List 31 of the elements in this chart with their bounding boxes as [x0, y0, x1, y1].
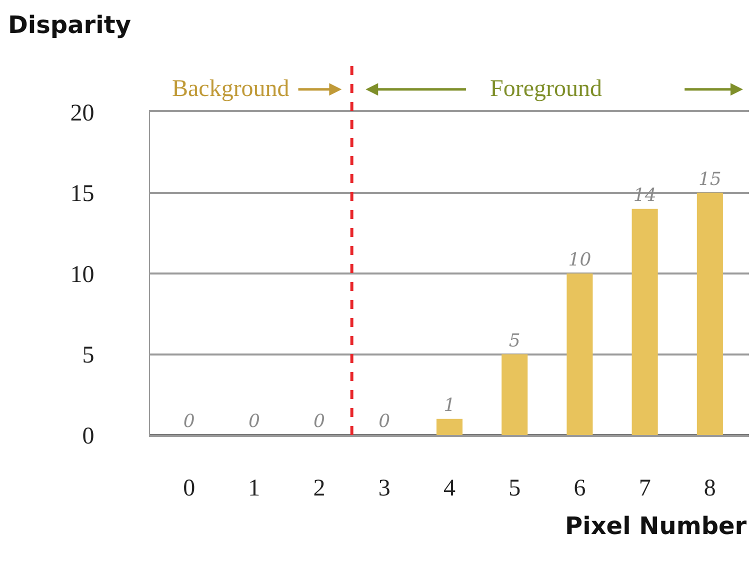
bar	[566, 274, 593, 435]
data-label: 0	[314, 411, 326, 432]
x-tick-label: 5	[508, 476, 521, 502]
y-tick-label: 10	[70, 262, 94, 288]
x-tick-label: 8	[704, 476, 716, 502]
data-label: 5	[508, 330, 520, 352]
y-tick-label: 0	[82, 423, 94, 450]
y-axis-title: Disparity	[8, 11, 132, 39]
y-tick-label: 5	[82, 342, 94, 369]
x-tick-label: 2	[313, 476, 326, 502]
bar	[436, 418, 463, 435]
data-label: 15	[698, 168, 722, 190]
data-label: 0	[248, 411, 260, 432]
x-tick-label: 3	[378, 476, 390, 502]
x-tick-label: 6	[574, 476, 586, 502]
data-label: 0	[183, 411, 195, 432]
x-tick-label: 1	[248, 476, 260, 502]
data-label: 10	[568, 250, 592, 270]
bar	[632, 208, 658, 435]
text: Foreground	[490, 76, 602, 102]
x-tick-label: 4	[444, 476, 456, 502]
data-label: 1	[444, 394, 456, 416]
x-axis-title: Pixel Number	[565, 512, 747, 540]
x-tick-label: 7	[638, 476, 651, 502]
data-label: 0	[378, 411, 390, 432]
x-tick-label: 0	[183, 476, 196, 502]
bar	[502, 354, 528, 435]
bar	[696, 192, 723, 435]
y-tick-label: 15	[70, 181, 94, 208]
text: Background	[172, 76, 290, 102]
y-tick-label: 20	[70, 100, 94, 126]
